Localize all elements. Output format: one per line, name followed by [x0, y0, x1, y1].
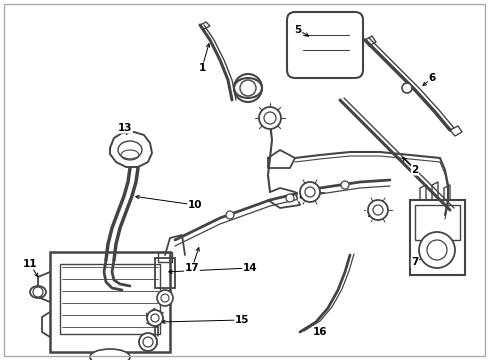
Text: 5: 5 [294, 25, 301, 35]
Bar [414, 205, 459, 240]
Circle shape [340, 181, 348, 189]
Text: 15: 15 [234, 315, 249, 325]
Ellipse shape [30, 286, 46, 298]
Text: 12: 12 [144, 337, 159, 347]
Circle shape [299, 182, 319, 202]
Bar [60, 264, 160, 334]
Circle shape [157, 290, 173, 306]
Text: 7: 7 [410, 257, 418, 267]
Ellipse shape [90, 349, 130, 360]
Text: 11: 11 [23, 259, 37, 269]
Bar [158, 252, 172, 262]
Text: 16: 16 [312, 327, 326, 337]
Text: 1: 1 [198, 63, 205, 73]
Circle shape [225, 211, 234, 219]
Text: 10: 10 [187, 200, 202, 210]
Circle shape [418, 232, 454, 268]
Text: 8: 8 [298, 191, 305, 201]
Bar [409, 200, 464, 275]
Text: 2: 2 [410, 165, 418, 175]
Text: 3: 3 [264, 117, 271, 127]
Text: 6: 6 [427, 73, 435, 83]
Circle shape [234, 74, 262, 102]
Circle shape [147, 310, 163, 326]
Text: 17: 17 [184, 263, 199, 273]
Text: 14: 14 [242, 263, 257, 273]
Circle shape [259, 107, 281, 129]
Text: 13: 13 [118, 123, 132, 133]
Bar [155, 258, 175, 288]
Circle shape [139, 333, 157, 351]
Circle shape [285, 194, 293, 202]
Text: 4: 4 [238, 83, 245, 93]
Text: 9: 9 [366, 209, 373, 219]
Bar [50, 252, 170, 352]
Circle shape [401, 83, 411, 93]
Circle shape [367, 200, 387, 220]
